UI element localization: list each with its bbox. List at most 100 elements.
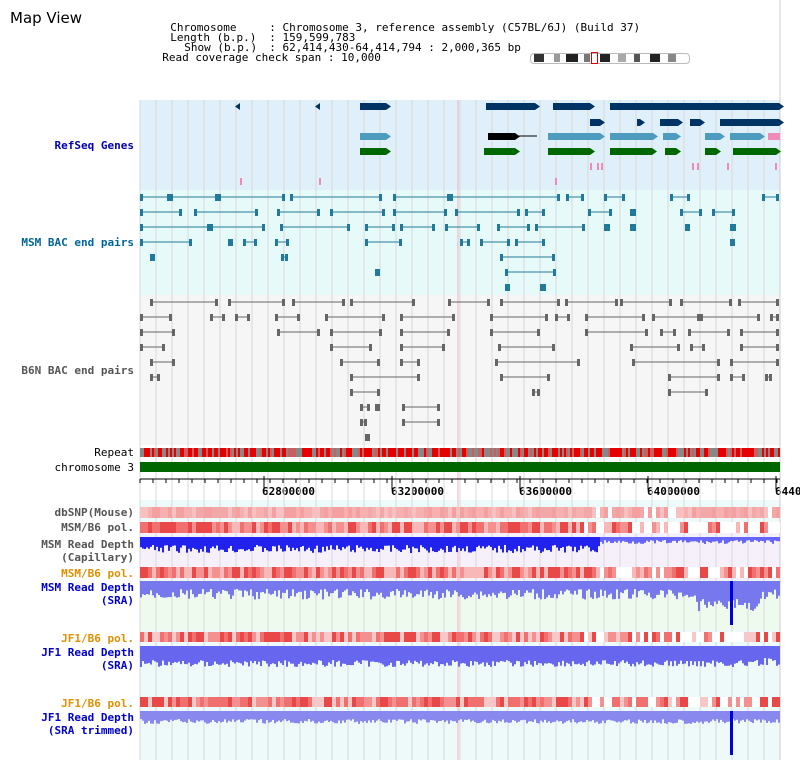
jf1-depth-sra-label[interactable]: JF1 Read Depth <box>41 646 134 659</box>
bac-end <box>532 389 535 396</box>
depth-bar <box>368 646 370 667</box>
depth-bar <box>740 537 742 541</box>
depth-bar <box>258 646 260 662</box>
msm-depth-cap-label2[interactable]: (Capillary) <box>61 551 134 564</box>
depth-bar <box>210 711 212 723</box>
heat-cell <box>600 697 604 707</box>
jf1-depth-sra-label2[interactable]: (SRA) <box>100 659 134 672</box>
heat-cell <box>260 507 264 518</box>
depth-bar <box>702 646 704 662</box>
repeat-segment <box>158 448 160 457</box>
b6n-bac-label[interactable]: B6N BAC end pairs <box>21 364 134 377</box>
depth-bar <box>734 711 736 721</box>
heat-cell <box>544 567 548 578</box>
msm-depth-sra-label[interactable]: MSM Read Depth <box>41 581 134 594</box>
gene-feature <box>610 148 652 155</box>
heat-cell <box>616 567 620 578</box>
repeat-segment <box>502 448 504 457</box>
heat-cell <box>756 632 760 642</box>
heat-cell <box>596 507 600 518</box>
repeat-segment <box>204 448 206 457</box>
depth-bar <box>204 646 206 667</box>
heat-cell <box>636 697 640 707</box>
depth-bar <box>718 711 720 723</box>
depth-bar <box>610 537 612 544</box>
depth-bar <box>310 581 312 591</box>
depth-bar <box>588 581 590 590</box>
depth-bar <box>680 646 682 661</box>
depth-bar <box>468 537 470 553</box>
depth-bar <box>660 646 662 665</box>
heat-cell <box>484 567 488 578</box>
depth-bar <box>490 711 492 723</box>
depth-bar <box>612 537 614 543</box>
msm-depth-sra-label2[interactable]: (SRA) <box>100 594 134 607</box>
msm-b6-pol-label-2[interactable]: MSM/B6 pol. <box>61 567 134 580</box>
bac-end <box>455 209 458 216</box>
repeat-segment <box>282 448 284 457</box>
jf1-b6-pol-label-2[interactable]: JF1/B6 pol. <box>61 697 134 710</box>
chromosome-ideogram[interactable] <box>530 52 690 64</box>
axis-tick-label: 64000000 <box>647 485 700 498</box>
depth-bar <box>540 581 542 600</box>
jf1-b6-pol-label[interactable]: JF1/B6 pol. <box>61 632 134 645</box>
depth-bar <box>450 646 452 666</box>
depth-bar <box>388 581 390 597</box>
heat-cell <box>564 697 568 707</box>
heat-cell <box>368 507 372 518</box>
gene-feature <box>775 163 777 170</box>
ideogram-position-marker[interactable] <box>591 52 598 64</box>
heat-cell <box>396 507 400 518</box>
jf1-depth-trim-label[interactable]: JF1 Read Depth <box>41 711 134 724</box>
bac-end <box>375 404 378 411</box>
depth-bar <box>368 581 370 593</box>
depth-bar <box>746 646 748 666</box>
depth-bar <box>162 646 164 661</box>
heat-cell <box>328 522 332 533</box>
heat-cell <box>644 697 648 707</box>
depth-bar <box>558 711 560 722</box>
depth-bar <box>640 537 642 544</box>
bac-end <box>543 284 546 291</box>
depth-bar <box>154 537 156 551</box>
bac-end <box>207 224 210 231</box>
depth-bar <box>648 537 650 542</box>
depth-bar <box>584 537 586 547</box>
depth-bar <box>214 537 216 549</box>
depth-bar <box>172 581 174 593</box>
heat-cell <box>296 697 300 707</box>
heat-cell <box>584 697 588 707</box>
bac-end <box>669 299 672 306</box>
heat-cell <box>728 522 732 533</box>
bac-end <box>542 209 545 216</box>
page-title: Map View <box>10 9 83 27</box>
msm-depth-cap-label[interactable]: MSM Read Depth <box>41 538 134 551</box>
depth-bar <box>778 711 780 723</box>
heat-cell <box>512 697 516 707</box>
repeat-segment <box>312 448 314 457</box>
depth-bar <box>490 537 492 547</box>
depth-bar <box>356 711 358 722</box>
depth-bar <box>392 537 394 546</box>
heat-cell <box>276 522 280 533</box>
heat-cell <box>552 632 556 642</box>
msm-bac-label[interactable]: MSM BAC end pairs <box>21 236 134 249</box>
depth-bar <box>330 711 332 721</box>
heat-cell <box>144 632 148 642</box>
depth-bar <box>402 581 404 595</box>
heat-cell <box>776 567 780 578</box>
depth-bar <box>458 646 460 667</box>
heat-cell <box>724 507 728 518</box>
heat-cell <box>160 522 164 533</box>
repeat-segment <box>522 448 524 457</box>
depth-bar <box>416 711 418 724</box>
depth-bar <box>738 711 740 724</box>
depth-bar <box>392 581 394 591</box>
dbsnp-label[interactable]: dbSNP(Mouse) <box>54 506 134 519</box>
depth-bar <box>598 711 600 724</box>
jf1-depth-trim-label2[interactable]: (SRA trimmed) <box>47 724 134 737</box>
msm-b6-pol-label[interactable]: MSM/B6 pol. <box>61 521 134 534</box>
refseq-label[interactable]: RefSeq Genes <box>54 139 134 152</box>
depth-bar <box>460 581 462 595</box>
